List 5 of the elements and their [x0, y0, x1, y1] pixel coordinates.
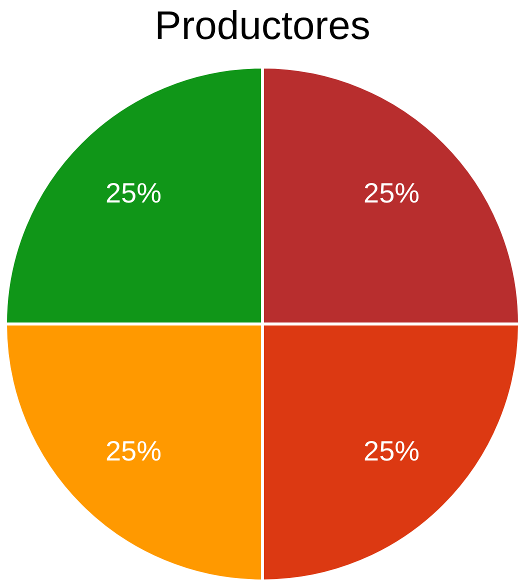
- data-label: 25%: [105, 436, 162, 467]
- data-label: 25%: [364, 178, 420, 209]
- data-label: 25%: [105, 178, 162, 209]
- data-label: 25%: [364, 436, 420, 467]
- chart-title: Productores: [154, 4, 370, 48]
